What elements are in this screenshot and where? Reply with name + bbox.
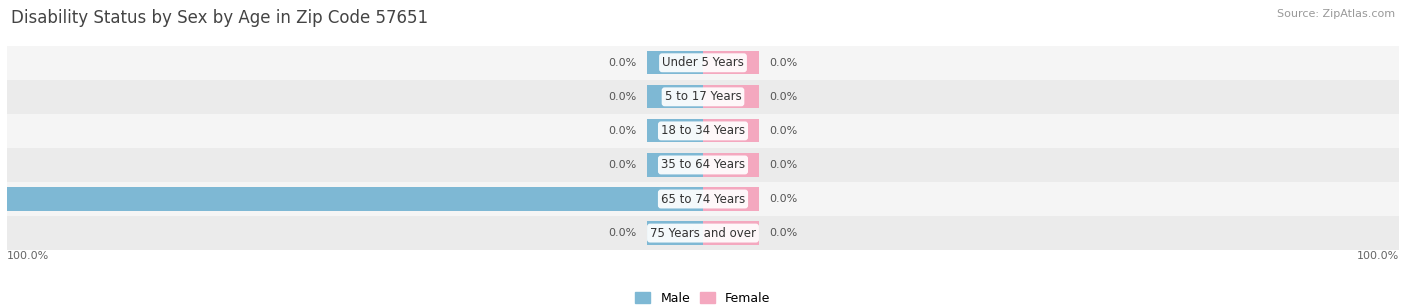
Text: 0.0%: 0.0% xyxy=(769,126,797,136)
Bar xyxy=(647,153,703,177)
Bar xyxy=(647,221,703,245)
Text: 0.0%: 0.0% xyxy=(609,58,637,68)
Bar xyxy=(7,46,1399,80)
Text: 0.0%: 0.0% xyxy=(769,160,797,170)
Text: 0.0%: 0.0% xyxy=(609,126,637,136)
Bar xyxy=(647,85,703,108)
Text: 75 Years and over: 75 Years and over xyxy=(650,227,756,239)
Bar xyxy=(647,51,703,74)
Text: 0.0%: 0.0% xyxy=(769,228,797,238)
Text: 0.0%: 0.0% xyxy=(769,194,797,204)
Text: 18 to 34 Years: 18 to 34 Years xyxy=(661,124,745,137)
Bar xyxy=(7,188,703,210)
Text: 100.0%: 100.0% xyxy=(1357,251,1399,261)
Bar xyxy=(703,51,759,74)
Text: 0.0%: 0.0% xyxy=(609,160,637,170)
Bar xyxy=(7,148,1399,182)
Text: Source: ZipAtlas.com: Source: ZipAtlas.com xyxy=(1277,9,1395,19)
Bar xyxy=(703,119,759,142)
Bar xyxy=(7,182,1399,216)
Bar xyxy=(7,80,1399,114)
Bar xyxy=(703,85,759,108)
Text: Disability Status by Sex by Age in Zip Code 57651: Disability Status by Sex by Age in Zip C… xyxy=(11,9,429,27)
Bar xyxy=(703,221,759,245)
Text: Under 5 Years: Under 5 Years xyxy=(662,56,744,69)
Text: 35 to 64 Years: 35 to 64 Years xyxy=(661,159,745,171)
Legend: Male, Female: Male, Female xyxy=(636,292,770,305)
Text: 100.0%: 100.0% xyxy=(7,251,49,261)
Text: 65 to 74 Years: 65 to 74 Years xyxy=(661,192,745,206)
Text: 5 to 17 Years: 5 to 17 Years xyxy=(665,90,741,103)
Text: 0.0%: 0.0% xyxy=(609,92,637,102)
Bar xyxy=(7,216,1399,250)
Bar xyxy=(703,188,759,210)
Bar xyxy=(647,119,703,142)
Text: 0.0%: 0.0% xyxy=(769,58,797,68)
Text: 0.0%: 0.0% xyxy=(609,228,637,238)
Text: 0.0%: 0.0% xyxy=(769,92,797,102)
Bar xyxy=(703,153,759,177)
Bar xyxy=(7,114,1399,148)
